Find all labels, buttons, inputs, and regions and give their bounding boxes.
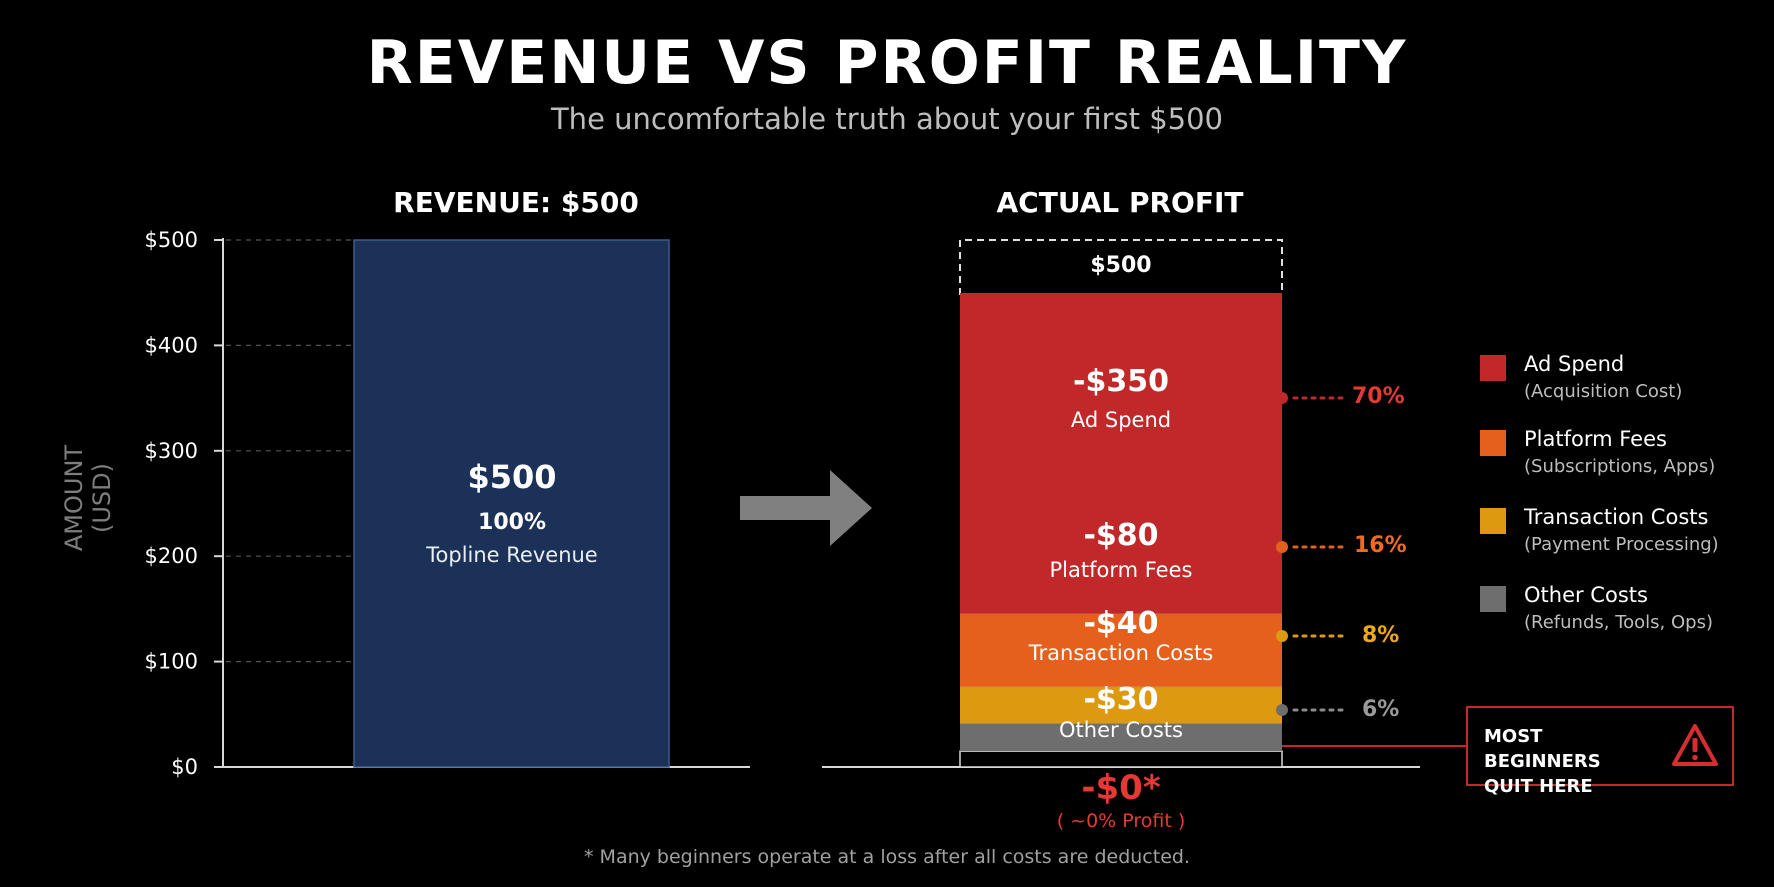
percent-platform-fees: 16% — [1354, 533, 1407, 558]
segment-value-ad-spend: -$350 — [1073, 364, 1169, 399]
connector-dot — [1276, 704, 1288, 716]
legend-sub-platform-fees: (Subscriptions, Apps) — [1524, 456, 1716, 477]
profit-chart-title: ACTUAL PROFIT — [996, 186, 1244, 219]
y-tick-label: $400 — [145, 333, 198, 357]
page-title: REVENUE VS PROFIT REALITY — [366, 28, 1408, 98]
stack-segment-platform-fees — [960, 613, 1282, 688]
legend-name-platform-fees: Platform Fees — [1524, 427, 1667, 451]
segment-label-ad-spend: Ad Spend — [1070, 408, 1172, 432]
revenue-bar — [353, 239, 670, 768]
y-tick-label: $200 — [145, 544, 198, 568]
revenue-value-label: $500 — [467, 458, 557, 496]
legend-sub-ad-spend: (Acquisition Cost) — [1524, 381, 1683, 402]
connector-dot — [1276, 541, 1288, 553]
legend-swatch-platform-fees — [1480, 430, 1506, 456]
legend-swatch-other-costs — [1480, 586, 1506, 612]
segment-value-platform-fees: -$80 — [1083, 518, 1159, 553]
segment-label-transaction-costs: Transaction Costs — [1028, 641, 1214, 665]
legend-name-ad-spend: Ad Spend — [1524, 352, 1625, 376]
legend-name-transaction-costs: Transaction Costs — [1524, 505, 1709, 529]
stack-segment-other-costs — [960, 723, 1282, 752]
y-tick-label: $300 — [145, 439, 198, 463]
stack-total-label: $500 — [1090, 253, 1152, 278]
y-axis-label: AMOUNT (USD) — [60, 444, 116, 552]
percent-other-costs: 6% — [1362, 697, 1400, 722]
y-tick-label: $500 — [145, 228, 198, 252]
legend-sub-other-costs: (Refunds, Tools, Ops) — [1524, 612, 1713, 633]
profit-band — [959, 750, 1283, 768]
warning-callout: MOST BEGINNERS QUIT HERE — [1466, 706, 1734, 797]
segment-value-transaction-costs: -$40 — [1083, 606, 1159, 641]
revenue-chart-title: REVENUE: $500 — [393, 186, 639, 219]
y-tick-label: $0 — [171, 755, 198, 779]
segment-label-other-costs: Other Costs — [1059, 718, 1183, 742]
warning-line-1: MOST BEGINNERS — [1484, 726, 1601, 772]
arrow-icon — [740, 470, 872, 546]
legend-name-other-costs: Other Costs — [1524, 583, 1648, 607]
warning-text: MOST BEGINNERS QUIT HERE — [1484, 724, 1664, 799]
connector-dot — [1276, 630, 1288, 642]
legend-swatch-transaction-costs — [1480, 508, 1506, 534]
stack-total-outline — [959, 239, 1283, 295]
legend-swatch-ad-spend — [1480, 355, 1506, 381]
revenue-percent-label: 100% — [478, 510, 546, 535]
connector-dot — [1276, 392, 1288, 404]
warning-line-2: QUIT HERE — [1484, 776, 1593, 797]
footnote: * Many beginners operate at a loss after… — [584, 846, 1190, 868]
segment-value-other-costs: -$30 — [1083, 682, 1159, 717]
legend-sub-transaction-costs: (Payment Processing) — [1524, 534, 1719, 555]
stack-segment-transaction-costs — [960, 687, 1282, 724]
profit-value: -$0* — [1081, 768, 1161, 808]
percent-transaction-costs: 8% — [1362, 623, 1400, 648]
percent-ad-spend: 70% — [1352, 384, 1405, 409]
warning-triangle-icon — [1672, 724, 1718, 766]
segment-label-platform-fees: Platform Fees — [1049, 558, 1193, 582]
page-subtitle: The uncomfortable truth about your first… — [550, 102, 1224, 136]
revenue-bar-label: Topline Revenue — [426, 543, 598, 567]
profit-note: ( ~0% Profit ) — [1056, 810, 1186, 832]
y-tick-label: $100 — [145, 650, 198, 674]
stack-segment-ad-spend — [960, 293, 1282, 614]
